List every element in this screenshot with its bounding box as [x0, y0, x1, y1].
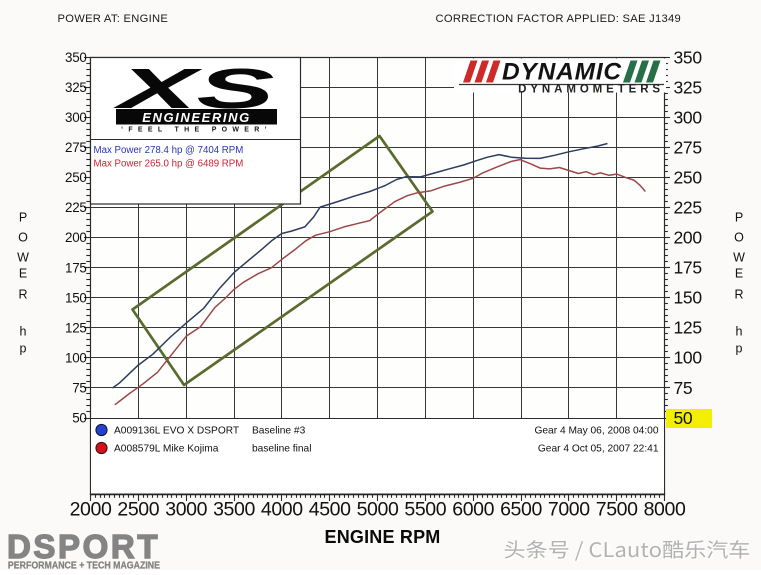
svg-text:DSPORT: DSPORT — [7, 528, 160, 565]
svg-text:P: P — [19, 211, 27, 225]
svg-text:225: 225 — [65, 200, 86, 215]
svg-text:5000: 5000 — [357, 499, 399, 521]
svg-text:2000: 2000 — [70, 499, 112, 521]
svg-text:O: O — [734, 231, 744, 245]
svg-text:E: E — [19, 267, 27, 281]
svg-text:A009136L EVO X DSPORT: A009136L EVO X DSPORT — [114, 426, 239, 437]
svg-text:ENGINE RPM: ENGINE RPM — [324, 527, 440, 547]
svg-text:Gear 4 Oct 05, 2007 22:41: Gear 4 Oct 05, 2007 22:41 — [538, 444, 659, 455]
svg-text:250: 250 — [65, 170, 86, 185]
svg-text:DYNAMIC: DYNAMIC — [502, 59, 622, 86]
svg-text:300: 300 — [674, 107, 703, 127]
svg-text:Max Power 278.4 hp @ 7404 RPM: Max Power 278.4 hp @ 7404 RPM — [94, 145, 244, 156]
svg-text:175: 175 — [674, 258, 702, 278]
svg-text:4500: 4500 — [309, 499, 351, 521]
svg-text:50: 50 — [674, 408, 693, 428]
svg-text:baseline final: baseline final — [252, 444, 311, 455]
svg-text:200: 200 — [674, 228, 703, 248]
svg-text:7500: 7500 — [596, 499, 638, 521]
svg-text:W: W — [17, 251, 29, 265]
svg-text:ENGINEERING: ENGINEERING — [142, 110, 251, 125]
svg-text:275: 275 — [65, 140, 86, 155]
svg-text:R: R — [734, 288, 743, 302]
svg-text:325: 325 — [65, 80, 86, 95]
svg-text:125: 125 — [65, 320, 86, 335]
svg-text:R: R — [18, 288, 27, 302]
svg-text:300: 300 — [65, 110, 86, 125]
svg-text:A008579L Mike Kojima: A008579L Mike Kojima — [114, 444, 219, 455]
svg-text:p: p — [20, 342, 27, 356]
svg-text:325: 325 — [674, 77, 702, 97]
svg-text:250: 250 — [674, 168, 703, 188]
svg-text:75: 75 — [72, 381, 86, 396]
svg-text:350: 350 — [674, 47, 703, 67]
svg-text:3500: 3500 — [213, 499, 255, 521]
svg-text:W: W — [733, 251, 745, 265]
svg-text:4000: 4000 — [261, 499, 303, 521]
svg-text:E: E — [735, 267, 743, 281]
svg-text:225: 225 — [674, 198, 702, 218]
svg-text:Gear 4 May 06, 2008 04:00: Gear 4 May 06, 2008 04:00 — [534, 426, 658, 437]
svg-text:‘FEEL THE POWER’: ‘FEEL THE POWER’ — [121, 127, 272, 134]
svg-text:h: h — [20, 325, 27, 339]
svg-text:150: 150 — [674, 288, 703, 308]
svg-text:175: 175 — [65, 260, 86, 275]
svg-text:p: p — [736, 342, 743, 356]
svg-text:h: h — [736, 325, 743, 339]
svg-text:6000: 6000 — [452, 499, 494, 521]
svg-text:6500: 6500 — [500, 499, 542, 521]
svg-text:P: P — [735, 211, 743, 225]
svg-text:PERFORMANCE + TECH MAGAZINE: PERFORMANCE + TECH MAGAZINE — [8, 559, 160, 570]
svg-text:7000: 7000 — [548, 499, 590, 521]
svg-text:200: 200 — [65, 230, 86, 245]
svg-text:POWER AT: ENGINE: POWER AT: ENGINE — [58, 13, 169, 25]
svg-text:125: 125 — [674, 318, 702, 338]
svg-text:50: 50 — [72, 411, 86, 426]
svg-text:275: 275 — [674, 137, 702, 157]
svg-text:100: 100 — [65, 350, 86, 365]
svg-text:Baseline #3: Baseline #3 — [252, 426, 306, 437]
svg-text:Max Power 265.0 hp @ 6489 RPM: Max Power 265.0 hp @ 6489 RPM — [94, 159, 244, 170]
svg-text:100: 100 — [674, 348, 703, 368]
svg-text:350: 350 — [65, 50, 86, 65]
svg-text:75: 75 — [674, 378, 693, 398]
svg-text:8000: 8000 — [644, 499, 686, 521]
svg-text:5500: 5500 — [404, 499, 446, 521]
svg-text:CORRECTION FACTOR APPLIED: SAE: CORRECTION FACTOR APPLIED: SAE J1349 — [436, 13, 682, 25]
svg-text:150: 150 — [65, 290, 86, 305]
svg-text:2500: 2500 — [117, 499, 159, 521]
svg-text:3000: 3000 — [165, 499, 207, 521]
svg-text:DYNAMOMETERS: DYNAMOMETERS — [518, 84, 664, 96]
svg-text:O: O — [18, 231, 28, 245]
